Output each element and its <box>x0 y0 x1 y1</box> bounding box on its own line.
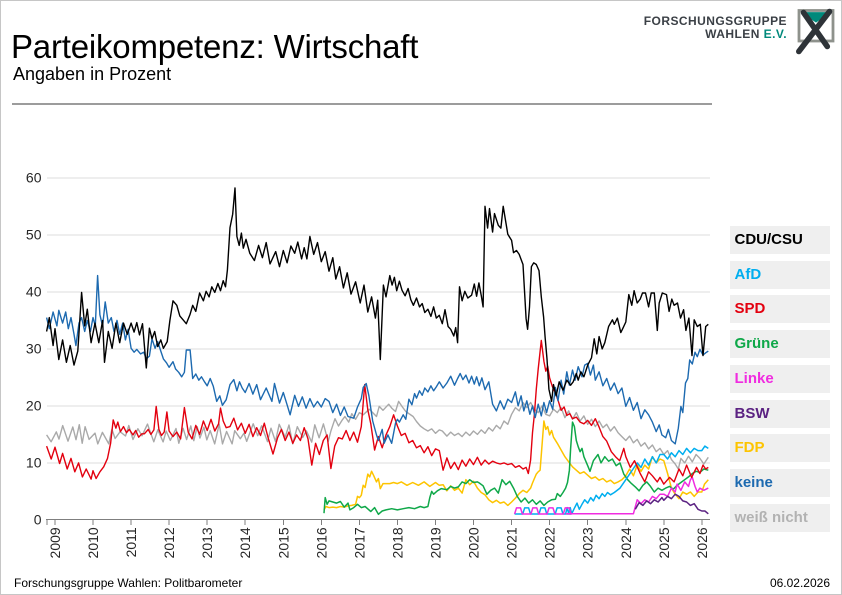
svg-text:2023: 2023 <box>580 527 596 558</box>
svg-text:50: 50 <box>26 227 42 243</box>
svg-text:2012: 2012 <box>161 527 177 558</box>
svg-text:2022: 2022 <box>542 527 558 558</box>
svg-text:2015: 2015 <box>275 527 291 558</box>
svg-text:2024: 2024 <box>618 527 634 558</box>
svg-text:20: 20 <box>26 398 42 414</box>
svg-text:2011: 2011 <box>123 527 139 557</box>
svg-text:2020: 2020 <box>466 527 482 558</box>
svg-text:30: 30 <box>26 341 42 357</box>
svg-text:2016: 2016 <box>313 527 329 558</box>
svg-text:10: 10 <box>26 455 42 471</box>
svg-text:2021: 2021 <box>504 527 520 558</box>
svg-text:2026: 2026 <box>694 527 710 558</box>
svg-text:2014: 2014 <box>237 527 253 558</box>
svg-text:2017: 2017 <box>351 527 367 558</box>
svg-text:2019: 2019 <box>428 527 444 558</box>
svg-text:2013: 2013 <box>199 527 215 558</box>
svg-text:0: 0 <box>34 512 42 528</box>
svg-text:2025: 2025 <box>656 527 672 558</box>
svg-text:60: 60 <box>26 170 42 186</box>
svg-text:2010: 2010 <box>85 527 101 558</box>
svg-text:40: 40 <box>26 284 42 300</box>
svg-text:2009: 2009 <box>47 527 63 558</box>
svg-text:2018: 2018 <box>389 527 405 558</box>
